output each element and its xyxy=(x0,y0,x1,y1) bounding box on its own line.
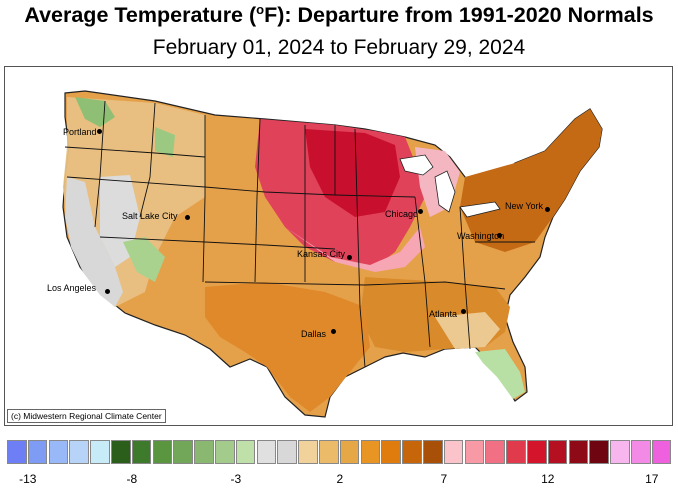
great-lakes xyxy=(399,154,501,218)
state-lines xyxy=(64,100,535,368)
city-label-washington: Washington xyxy=(457,231,505,241)
region-green-patches-2 xyxy=(123,237,165,282)
legend-color-swatch xyxy=(547,440,568,464)
legend-tick-label: 12 xyxy=(541,472,555,486)
legend-color-swatch xyxy=(298,440,318,464)
legend-color-swatch xyxy=(256,440,277,464)
legend-color-swatch xyxy=(339,440,360,464)
legend-color-swatch xyxy=(506,440,526,464)
region-pink-fringe xyxy=(285,227,425,272)
city-dot-salt-lake-city xyxy=(185,215,190,220)
city-dot-washington xyxy=(497,233,502,238)
city-dot-chicago xyxy=(418,209,423,214)
city-label-chicago: Chicago xyxy=(385,209,419,219)
city-label-atlanta: Atlanta xyxy=(429,309,458,319)
region-florida-green xyxy=(475,349,525,399)
legend-color-swatch xyxy=(152,440,173,464)
region-texas-orange xyxy=(205,282,370,412)
legend-color-swatch xyxy=(48,440,69,464)
legend-color-swatch xyxy=(485,440,505,464)
region-northeast-brown xyxy=(460,109,602,252)
city-dot-los-angeles xyxy=(105,289,110,294)
legend-color-swatch xyxy=(381,440,401,464)
legend-color-swatch xyxy=(69,440,89,464)
legend-color-swatch xyxy=(527,440,547,464)
legend-color-swatch xyxy=(651,440,672,464)
city-dot-atlanta xyxy=(461,309,466,314)
legend-color-swatch xyxy=(27,440,48,464)
city-label-new-york: New York xyxy=(505,201,544,211)
city-dot-kansas-city xyxy=(347,255,352,260)
legend-color-swatch xyxy=(568,440,589,464)
legend-color-swatch xyxy=(173,440,193,464)
map-title: Average Temperature (oF): Departure from… xyxy=(24,2,654,28)
legend-color-swatch xyxy=(235,440,256,464)
legend-tick-label: -3 xyxy=(230,472,242,486)
legend-color-swatch xyxy=(402,440,422,464)
city-label-los-angeles: Los Angeles xyxy=(47,283,97,293)
legend-color-swatch xyxy=(360,440,381,464)
legend-color-swatch xyxy=(215,440,235,464)
us-temperature-map xyxy=(62,90,603,418)
map-subtitle: February 01, 2024 to February 29, 2024 xyxy=(152,36,526,59)
legend-color-swatch xyxy=(90,440,110,464)
city-dot-dallas xyxy=(331,329,336,334)
legend-color-swatch xyxy=(277,440,297,464)
legend-color-swatch xyxy=(443,440,464,464)
legend-color-swatch xyxy=(589,440,609,464)
credit-label: (c) Midwestern Regional Climate Center xyxy=(7,409,166,423)
city-label-kansas-city: Kansas City xyxy=(297,249,346,259)
legend-color-swatch xyxy=(131,440,152,464)
city-label-portland: Portland xyxy=(63,127,97,137)
legend-color-swatch xyxy=(111,440,131,464)
city-label-dallas: Dallas xyxy=(301,329,327,339)
region-green-patches-3 xyxy=(155,127,175,157)
legend-tick-label: 17 xyxy=(645,472,659,486)
region-california-gray xyxy=(65,177,123,307)
map-frame: Portland Salt Lake City Los Angeles Kans… xyxy=(4,66,673,426)
legend-color-swatch xyxy=(423,440,443,464)
city-label-salt-lake-city: Salt Lake City xyxy=(122,211,178,221)
region-carolina-tan xyxy=(435,312,500,349)
legend-tick-label: -13 xyxy=(19,472,37,486)
city-dot-portland xyxy=(97,129,102,134)
legend-tick-label: -8 xyxy=(126,472,138,486)
legend-color-swatch xyxy=(319,440,339,464)
city-dot-new-york xyxy=(545,207,550,212)
legend-tick-label: 7 xyxy=(440,472,448,486)
legend-color-swatch xyxy=(610,440,630,464)
legend-color-swatch xyxy=(631,440,651,464)
legend-color-swatch xyxy=(7,440,27,464)
legend-color-swatch xyxy=(464,440,485,464)
legend-color-swatch xyxy=(194,440,214,464)
legend-tick-label: 2 xyxy=(336,472,344,486)
